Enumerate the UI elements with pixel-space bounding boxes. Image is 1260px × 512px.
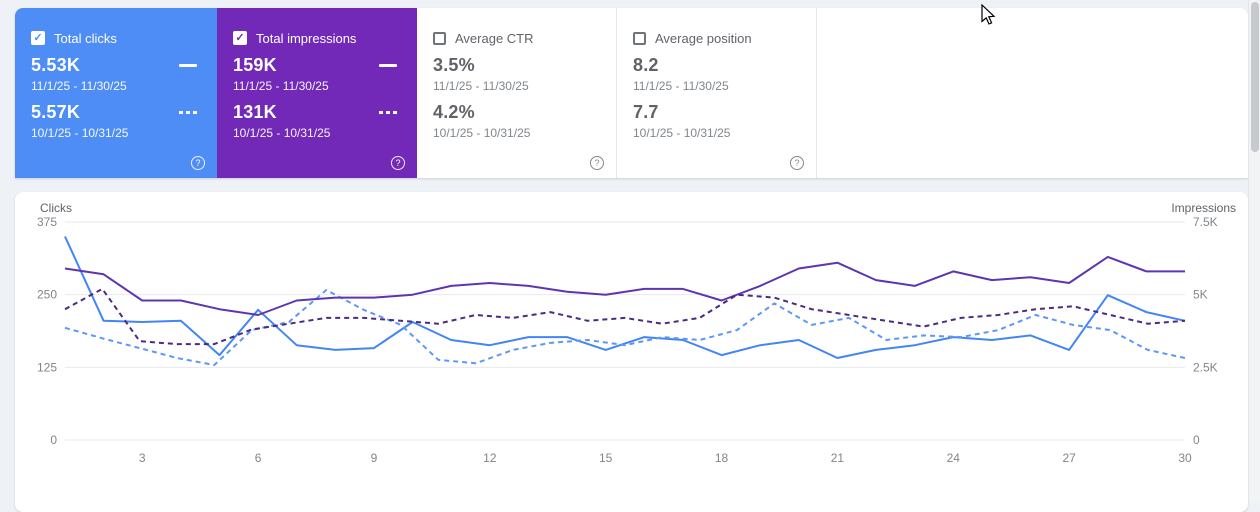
- card-header: Average position: [633, 30, 800, 46]
- vertical-scrollbar: [1248, 0, 1260, 501]
- checkmark-icon: ✓: [235, 31, 245, 44]
- metric-range-current: 11/1/25 - 11/30/25: [633, 79, 729, 93]
- scrollbar-thumb[interactable]: [1251, 2, 1259, 152]
- metric-range-previous: 10/1/25 - 10/31/25: [433, 126, 531, 140]
- svg-text:375: 375: [37, 215, 57, 229]
- svg-text:12: 12: [483, 451, 497, 465]
- metric-value-previous: 131K: [233, 102, 277, 122]
- metric-range-previous: 10/1/25 - 10/31/25: [633, 126, 731, 140]
- svg-text:7.5K: 7.5K: [1193, 215, 1218, 229]
- card-header: Average CTR: [433, 30, 600, 46]
- average-ctr-checkbox[interactable]: [433, 31, 446, 45]
- card-label: Total impressions: [256, 30, 357, 46]
- performance-line-chart[interactable]: 0 125 250 375 0 2.5K 5K 7.5K 3 6 9 12 15 18 21 24 27 30: [15, 192, 1248, 492]
- help-icon[interactable]: ?: [790, 156, 804, 170]
- metric-range-current: 11/1/25 - 11/30/25: [433, 79, 529, 93]
- metric-value-current: 8.2: [633, 55, 659, 75]
- metric-value-current: 3.5%: [433, 55, 475, 75]
- svg-text:125: 125: [37, 360, 57, 374]
- metric-cards-row: ✓ Total clicks 5.53K 11/1/25 - 11/30/25 …: [15, 8, 1248, 178]
- svg-text:250: 250: [37, 288, 57, 302]
- performance-chart-card: Clicks Impressions 0 125 250 375 0 2.5K 5K 7.5K…: [15, 192, 1248, 512]
- left-axis-title: Clicks: [40, 201, 72, 215]
- help-icon[interactable]: ?: [590, 156, 604, 170]
- card-label: Average position: [655, 30, 752, 46]
- svg-text:27: 27: [1062, 451, 1076, 465]
- current-period-line-indicator: [179, 64, 197, 67]
- previous-period-line-indicator: [379, 111, 397, 114]
- metric-range-current: 11/1/25 - 11/30/25: [31, 79, 127, 93]
- metric-value-current: 159K: [233, 55, 277, 75]
- card-label: Total clicks: [54, 30, 117, 46]
- svg-text:2.5K: 2.5K: [1193, 360, 1218, 374]
- svg-text:21: 21: [831, 451, 845, 465]
- metric-card-average-position[interactable]: Average position 8.2 11/1/25 - 11/30/25 …: [617, 8, 817, 178]
- metric-range-previous: 10/1/25 - 10/31/25: [233, 126, 331, 140]
- metric-card-total-clicks[interactable]: ✓ Total clicks 5.53K 11/1/25 - 11/30/25 …: [15, 8, 217, 178]
- search-performance-page: { "icons": { "help_glyph": "?", "check_g…: [15, 0, 1260, 512]
- total-impressions-checkbox[interactable]: ✓: [233, 31, 247, 45]
- metric-range-previous: 10/1/25 - 10/31/25: [31, 126, 129, 140]
- help-icon[interactable]: ?: [191, 156, 205, 170]
- svg-text:0: 0: [1193, 433, 1200, 447]
- svg-text:24: 24: [947, 451, 961, 465]
- metric-card-total-impressions[interactable]: ✓ Total impressions 159K 11/1/25 - 11/30…: [217, 8, 417, 178]
- svg-text:9: 9: [371, 451, 378, 465]
- svg-text:18: 18: [715, 451, 729, 465]
- card-header: ✓ Total impressions: [233, 30, 401, 46]
- metric-card-average-ctr[interactable]: Average CTR 3.5% 11/1/25 - 11/30/25 4.2%…: [417, 8, 617, 178]
- svg-text:30: 30: [1178, 451, 1192, 465]
- checkmark-icon: ✓: [33, 31, 43, 44]
- svg-text:6: 6: [255, 451, 262, 465]
- metric-value-current: 5.53K: [31, 55, 81, 75]
- metric-range-current: 11/1/25 - 11/30/25: [233, 79, 329, 93]
- svg-text:5K: 5K: [1193, 288, 1208, 302]
- total-clicks-checkbox[interactable]: ✓: [31, 31, 45, 45]
- current-period-line-indicator: [379, 64, 397, 67]
- help-icon[interactable]: ?: [391, 156, 405, 170]
- card-header: ✓ Total clicks: [31, 30, 201, 46]
- svg-text:3: 3: [139, 451, 146, 465]
- metric-value-previous: 5.57K: [31, 102, 81, 122]
- right-axis-title: Impressions: [1171, 201, 1236, 215]
- previous-period-line-indicator: [179, 111, 197, 114]
- average-position-checkbox[interactable]: [633, 31, 646, 45]
- svg-text:0: 0: [50, 433, 57, 447]
- metric-value-previous: 7.7: [633, 102, 659, 122]
- metric-value-previous: 4.2%: [433, 102, 475, 122]
- card-label: Average CTR: [455, 30, 534, 46]
- svg-text:15: 15: [599, 451, 613, 465]
